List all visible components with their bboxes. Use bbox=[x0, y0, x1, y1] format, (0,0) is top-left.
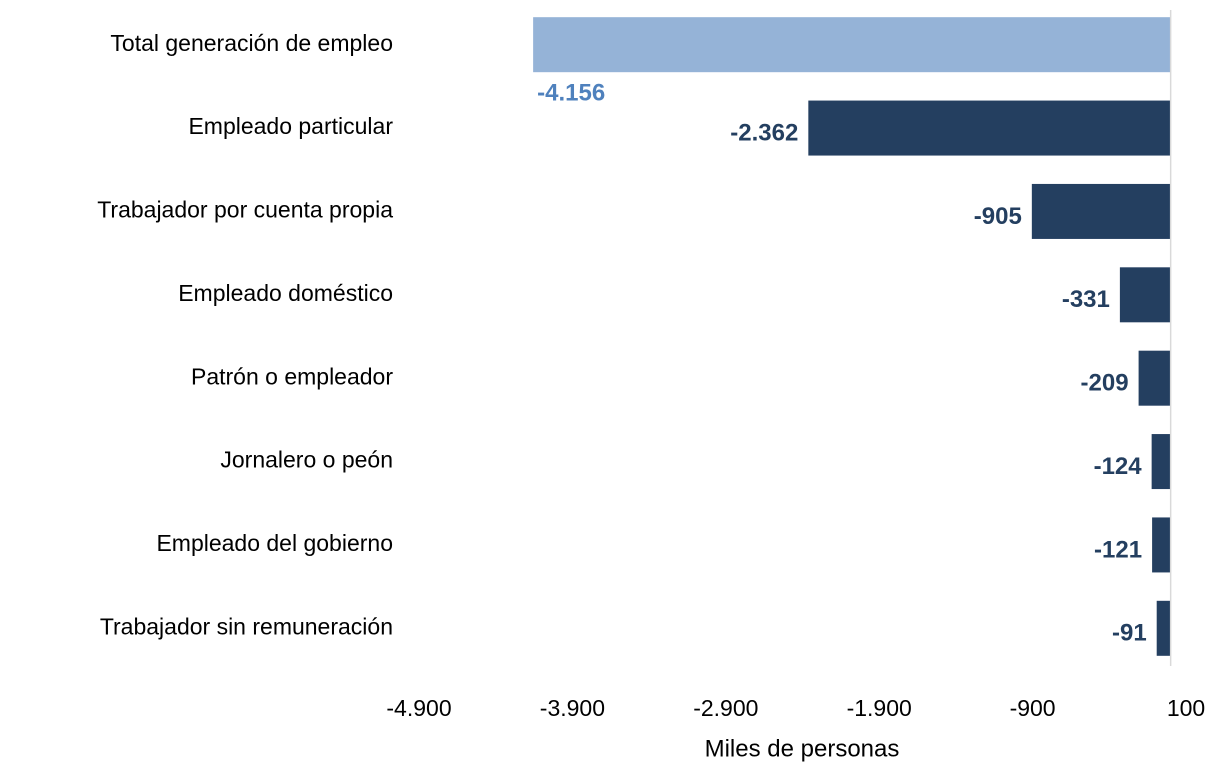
value-label: -2.362 bbox=[730, 119, 798, 146]
bar bbox=[1156, 600, 1171, 656]
x-tick-label: 100 bbox=[1167, 695, 1205, 721]
category-label: Empleado del gobierno bbox=[156, 530, 393, 556]
bar bbox=[808, 100, 1171, 156]
x-tick-label: -900 bbox=[1010, 695, 1056, 721]
value-label: -905 bbox=[974, 203, 1022, 230]
category-label: Trabajador sin remuneración bbox=[100, 613, 393, 639]
x-tick-label: -2.900 bbox=[693, 695, 758, 721]
value-label: -4.156 bbox=[537, 80, 605, 107]
bar bbox=[1119, 267, 1171, 323]
value-label: -121 bbox=[1094, 536, 1142, 563]
bar bbox=[1138, 350, 1171, 406]
category-label: Patrón o empleador bbox=[191, 363, 393, 389]
x-tick-label: -4.900 bbox=[386, 695, 451, 721]
bar bbox=[1031, 183, 1171, 239]
x-tick-label: -1.900 bbox=[847, 695, 912, 721]
value-label: -209 bbox=[1081, 370, 1129, 397]
category-label: Total generación de empleo bbox=[110, 30, 393, 56]
category-label: Empleado particular bbox=[188, 113, 393, 139]
x-tick-label: -3.900 bbox=[540, 695, 605, 721]
x-axis-title: Miles de personas bbox=[705, 735, 900, 762]
category-label: Empleado doméstico bbox=[178, 280, 393, 306]
bar bbox=[533, 17, 1171, 73]
bar bbox=[1152, 517, 1171, 573]
bar bbox=[1151, 434, 1171, 490]
category-label: Trabajador por cuenta propia bbox=[97, 197, 393, 223]
category-label: Jornalero o peón bbox=[220, 447, 393, 473]
value-label: -331 bbox=[1062, 286, 1110, 313]
value-label: -91 bbox=[1112, 620, 1147, 647]
value-label: -124 bbox=[1094, 453, 1143, 480]
